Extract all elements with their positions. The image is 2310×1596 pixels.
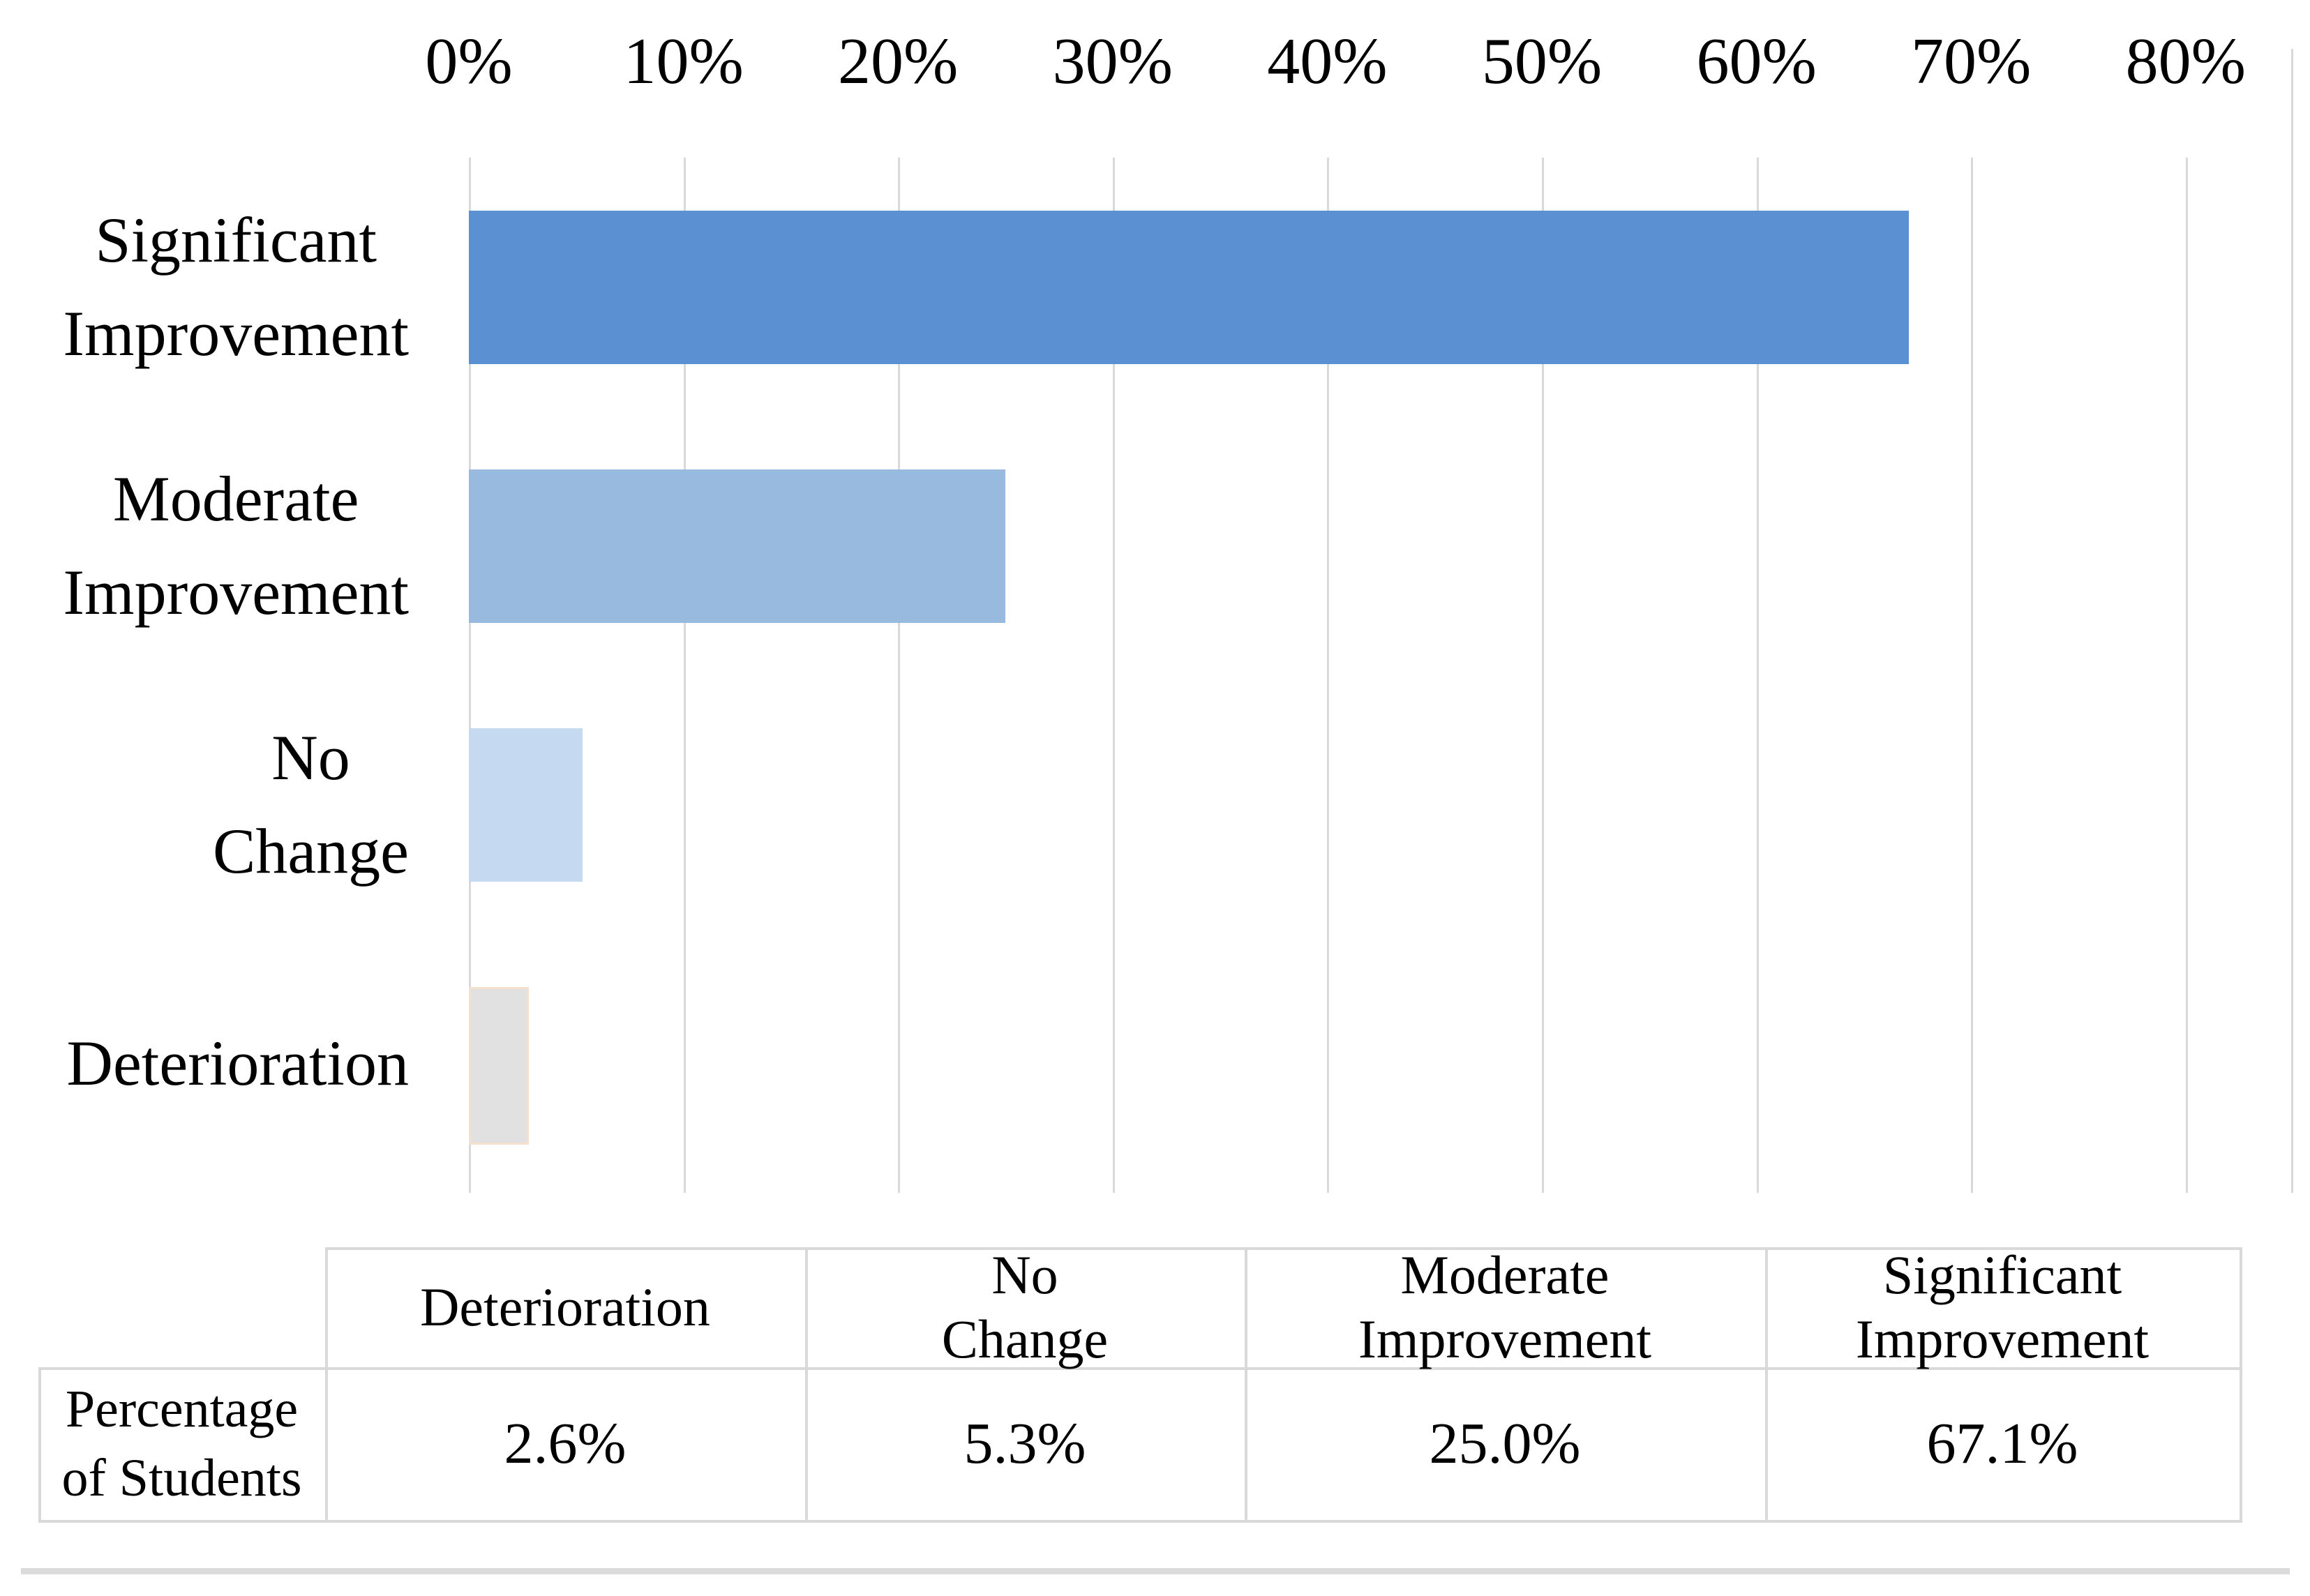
table-value-significant-improvement: 67.1% <box>1926 1410 2078 1476</box>
table-header-no-change: No Change <box>941 1244 1109 1369</box>
category-label-band-no-change: No Change <box>0 675 409 934</box>
gridline-30- <box>1112 158 1115 1193</box>
plot-area-right-border <box>2291 49 2293 1193</box>
table-column-border-0 <box>325 1247 328 1523</box>
x-axis-tick-label-60-: 60% <box>1696 25 1817 98</box>
x-axis-tick-label-10-: 10% <box>623 25 744 98</box>
bar-significant-improvement <box>469 210 1909 364</box>
table-top-border <box>325 1247 2242 1250</box>
table-value-deterioration: 2.6% <box>504 1410 627 1476</box>
gridline-10- <box>683 158 686 1193</box>
table-header-deterioration: Deterioration <box>420 1276 710 1337</box>
x-axis-tick-label-40-: 40% <box>1267 25 1388 98</box>
gridline-50- <box>1542 158 1544 1193</box>
category-label-significant-improvement: Significant Improvement <box>63 204 409 369</box>
table-column-border-1 <box>805 1247 808 1523</box>
gridline-80- <box>2185 158 2188 1193</box>
table-row-header-left-border <box>38 1367 41 1523</box>
table-bottom-border <box>38 1520 2242 1523</box>
table-column-border-3 <box>1765 1247 1768 1523</box>
gridline-40- <box>1327 158 1330 1193</box>
table-header-significant-improvement: Significant Improvement <box>1855 1244 2150 1369</box>
table-row-divider <box>38 1367 2242 1370</box>
gridline-20- <box>898 158 901 1193</box>
gridline-60- <box>1756 158 1759 1193</box>
gridline-70- <box>1971 158 1974 1193</box>
x-axis-tick-label-80-: 80% <box>2125 25 2246 98</box>
x-axis-tick-label-20-: 20% <box>838 25 959 98</box>
category-label-band-deterioration: Deterioration <box>0 934 409 1193</box>
gridline-0- <box>469 158 471 1193</box>
x-axis-tick-label-30-: 30% <box>1052 25 1173 98</box>
category-label-moderate-improvement: Moderate Improvement <box>63 463 409 628</box>
bar-no-change <box>469 728 583 882</box>
table-row-header: Percentage of Students <box>61 1379 302 1507</box>
category-label-band-moderate-improvement: Moderate Improvement <box>0 416 409 675</box>
page-divider-line <box>21 1568 2290 1574</box>
table-column-border-4 <box>2240 1247 2242 1523</box>
x-axis-tick-label-70-: 70% <box>1911 25 2032 98</box>
bar-deterioration <box>469 986 529 1145</box>
table-value-no-change: 5.3% <box>963 1410 1086 1476</box>
bar-moderate-improvement <box>469 469 1005 623</box>
x-axis-tick-label-50-: 50% <box>1481 25 1603 98</box>
category-label-no-change: No Change <box>212 722 409 887</box>
x-axis-tick-label-0-: 0% <box>425 25 513 98</box>
table-value-moderate-improvement: 25.0% <box>1429 1410 1581 1476</box>
table-column-border-2 <box>1245 1247 1247 1523</box>
table-header-moderate-improvement: Moderate Improvement <box>1358 1244 1652 1369</box>
category-label-deterioration: Deterioration <box>66 1027 409 1099</box>
category-label-band-significant-improvement: Significant Improvement <box>0 158 409 416</box>
